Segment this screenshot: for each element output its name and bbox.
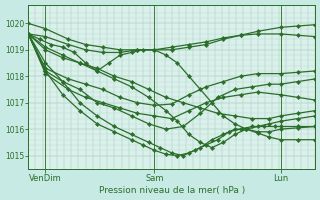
X-axis label: Pression niveau de la mer( hPa ): Pression niveau de la mer( hPa ): [99, 186, 245, 195]
